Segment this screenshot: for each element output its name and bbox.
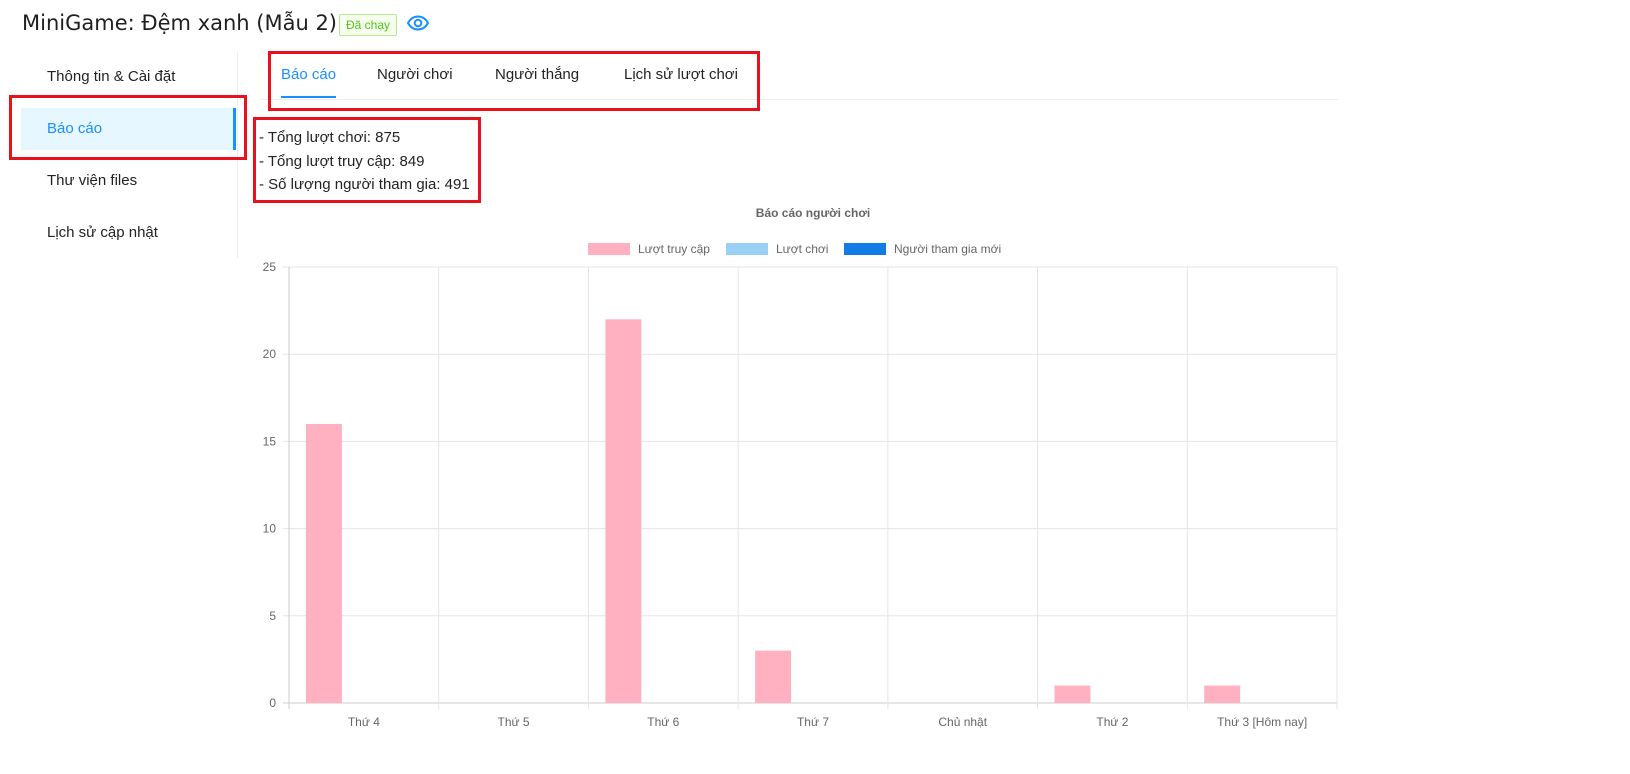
bar (305, 423, 342, 703)
y-tick-label: 0 (269, 696, 276, 710)
stat-total-plays: - Tổng lượt chơi: 875 (259, 129, 401, 146)
legend-label: Người tham gia mới (894, 242, 1001, 256)
x-tick-label: Thứ 3 [Hôm nay] (1217, 715, 1307, 729)
x-tick-label: Thứ 5 (498, 715, 530, 729)
tab-players[interactable]: Người chơi (377, 66, 453, 83)
chart-title: Báo cáo người chơi (756, 206, 870, 220)
sidebar-item-label: Báo cáo (47, 120, 103, 137)
stat-participants: - Số lượng người tham gia: 491 (259, 176, 470, 193)
legend-swatch (844, 243, 886, 255)
legend-label: Lượt truy cập (638, 242, 710, 256)
sidebar-item-report[interactable]: Báo cáo (21, 108, 236, 150)
x-tick-label: Thứ 2 (1096, 715, 1128, 729)
y-tick-label: 10 (263, 522, 277, 536)
bar (755, 650, 792, 703)
tab-report[interactable]: Báo cáo (281, 66, 337, 98)
highlight-box-stats (253, 117, 481, 203)
sidebar-item-settings[interactable]: Thông tin & Cài đặt (21, 56, 236, 98)
highlight-box-sidebar (9, 95, 247, 160)
legend-swatch (588, 243, 630, 255)
sidebar-item-label: Lịch sử cập nhật (47, 224, 158, 241)
y-tick-label: 15 (263, 434, 277, 448)
tab-play-history[interactable]: Lịch sử lượt chơi (624, 66, 738, 83)
sidebar-item-history[interactable]: Lịch sử cập nhật (21, 212, 236, 254)
stat-total-visits: - Tổng lượt truy cập: 849 (259, 152, 425, 170)
bar (1054, 685, 1091, 703)
x-tick-label: Thứ 4 (348, 715, 380, 729)
sidebar: Thông tin & Cài đặt Báo cáo Thư viện fil… (0, 52, 238, 258)
highlight-box-tabs (268, 51, 760, 111)
y-tick-label: 5 (269, 609, 276, 623)
sidebar-item-label: Thông tin & Cài đặt (47, 68, 176, 85)
page-title: MiniGame: Đệm xanh (Mẫu 2) Đã chạy (22, 10, 430, 36)
y-tick-label: 25 (263, 260, 277, 274)
legend-label: Lượt chơi (776, 242, 828, 256)
status-badge: Đã chạy (339, 14, 398, 36)
legend-swatch (726, 243, 768, 255)
x-tick-label: Chủ nhật (938, 715, 987, 729)
y-tick-label: 20 (263, 347, 277, 361)
x-tick-label: Thứ 6 (647, 715, 679, 729)
sidebar-item-label: Thư viện files (47, 172, 138, 189)
bar (605, 319, 642, 703)
eye-icon[interactable] (406, 12, 430, 36)
stats-summary: - Tổng lượt chơi: 875 - Tổng lượt truy c… (259, 126, 470, 197)
sidebar-item-files[interactable]: Thư viện files (21, 160, 236, 202)
x-tick-label: Thứ 7 (797, 715, 829, 729)
tab-winners[interactable]: Người thắng (495, 66, 580, 83)
title-text: MiniGame: Đệm xanh (Mẫu 2) (22, 11, 337, 35)
bar (1204, 685, 1241, 703)
tab-bar: Báo cáo Người chơi Người thắng Lịch sử l… (260, 52, 1338, 100)
